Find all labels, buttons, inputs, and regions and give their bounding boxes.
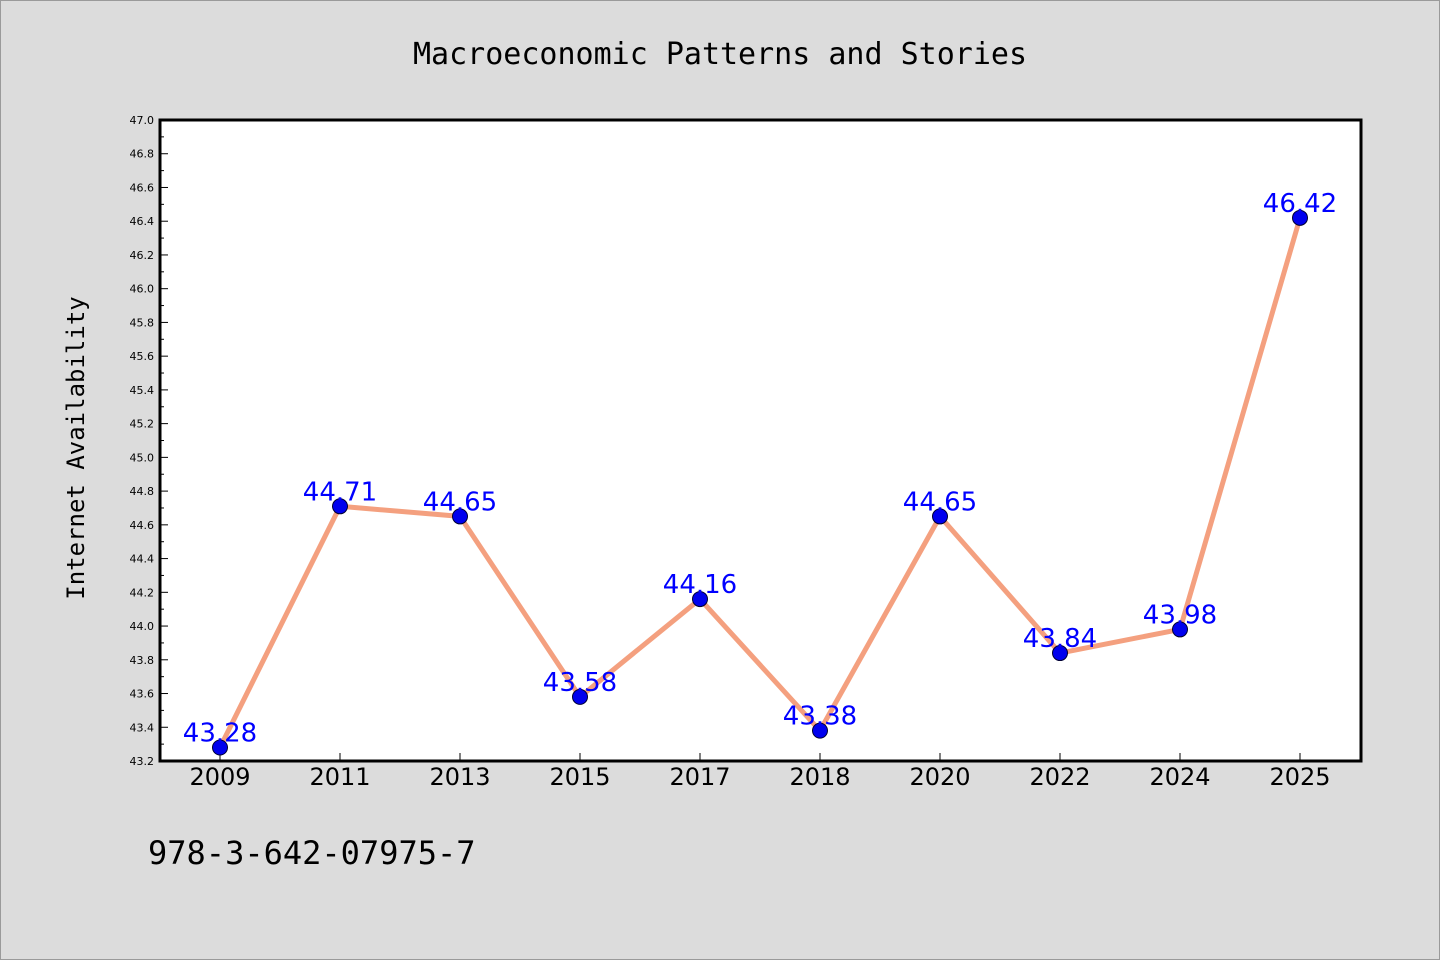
y-tick-label: 43.4: [130, 721, 155, 734]
y-tick-label: 45.6: [130, 350, 155, 363]
x-tick-label: 2025: [1269, 763, 1330, 791]
y-tick-label: 45.4: [130, 384, 155, 397]
data-label: 43.38: [783, 702, 857, 732]
data-point-marker: [1292, 209, 1308, 226]
x-tick-label: 2015: [549, 763, 610, 791]
data-label: 46.42: [1263, 189, 1337, 219]
y-tick-label: 45.0: [130, 451, 155, 464]
y-axis-label: Internet Availability: [62, 296, 90, 599]
data-point-marker: [1172, 621, 1188, 638]
y-tick-label: 46.6: [130, 181, 155, 194]
data-point-marker: [452, 508, 468, 525]
x-tick-label: 2022: [1029, 763, 1090, 791]
y-tick-label: 44.4: [130, 553, 155, 566]
x-tick-label: 2013: [429, 763, 490, 791]
y-tick-label: 44.6: [130, 519, 155, 532]
x-tick-label: 2011: [309, 763, 370, 791]
data-point-marker: [212, 739, 228, 756]
data-label: 44.65: [423, 487, 497, 517]
y-tick-label: 46.2: [130, 249, 155, 262]
y-tick-label: 47.0: [130, 114, 155, 127]
y-tick-label: 46.8: [130, 148, 155, 161]
y-axis-ticks: 43.2 43.4 43.6 43.8 44.0 44.2 44.4 44.6 44.8 45.0…: [130, 114, 168, 768]
data-point-marker: [332, 498, 348, 515]
data-point-marker: [1052, 645, 1068, 662]
chart-title: Macroeconomic Patterns and Stories: [413, 37, 1027, 72]
y-tick-label: 43.8: [130, 654, 155, 667]
y-tick-label: 44.0: [130, 620, 155, 633]
data-label: 43.28: [183, 719, 257, 749]
data-label: 43.98: [1143, 600, 1217, 630]
y-tick-label: 45.8: [130, 316, 155, 329]
plot-area: [158, 118, 1363, 763]
data-label: 44.71: [303, 477, 377, 507]
x-axis-ticks: 2009 2011 2013 2015 2017 2018 2020 2022 2024 2025: [189, 753, 1331, 791]
y-tick-label: 44.8: [130, 485, 155, 498]
data-point-marker: [932, 508, 948, 525]
data-label: 43.84: [1023, 624, 1097, 654]
data-point-marker: [692, 591, 708, 608]
x-tick-label: 2017: [669, 763, 730, 791]
y-tick-label: 43.6: [130, 688, 155, 701]
data-point-marker: [572, 688, 588, 705]
series-layer: 43.28 44.71 44.65 43.58 44.16 43.38 44.65 43.84…: [183, 189, 1337, 756]
data-label: 44.65: [903, 487, 977, 517]
x-tick-label: 2009: [189, 763, 250, 791]
x-tick-label: 2024: [1149, 763, 1210, 791]
x-tick-label: 2018: [789, 763, 850, 791]
series-line: [217, 217, 1303, 749]
data-label: 44.16: [663, 570, 737, 600]
data-label: 43.58: [543, 668, 617, 698]
y-tick-label: 46.0: [130, 283, 155, 296]
data-point-marker: [812, 722, 828, 739]
y-tick-label: 43.2: [130, 755, 155, 768]
isbn-footer: 978-3-642-07975-7: [148, 834, 476, 872]
y-tick-label: 46.4: [130, 215, 155, 228]
x-tick-label: 2020: [909, 763, 970, 791]
y-tick-label: 45.2: [130, 418, 155, 431]
y-tick-label: 44.2: [130, 586, 155, 599]
